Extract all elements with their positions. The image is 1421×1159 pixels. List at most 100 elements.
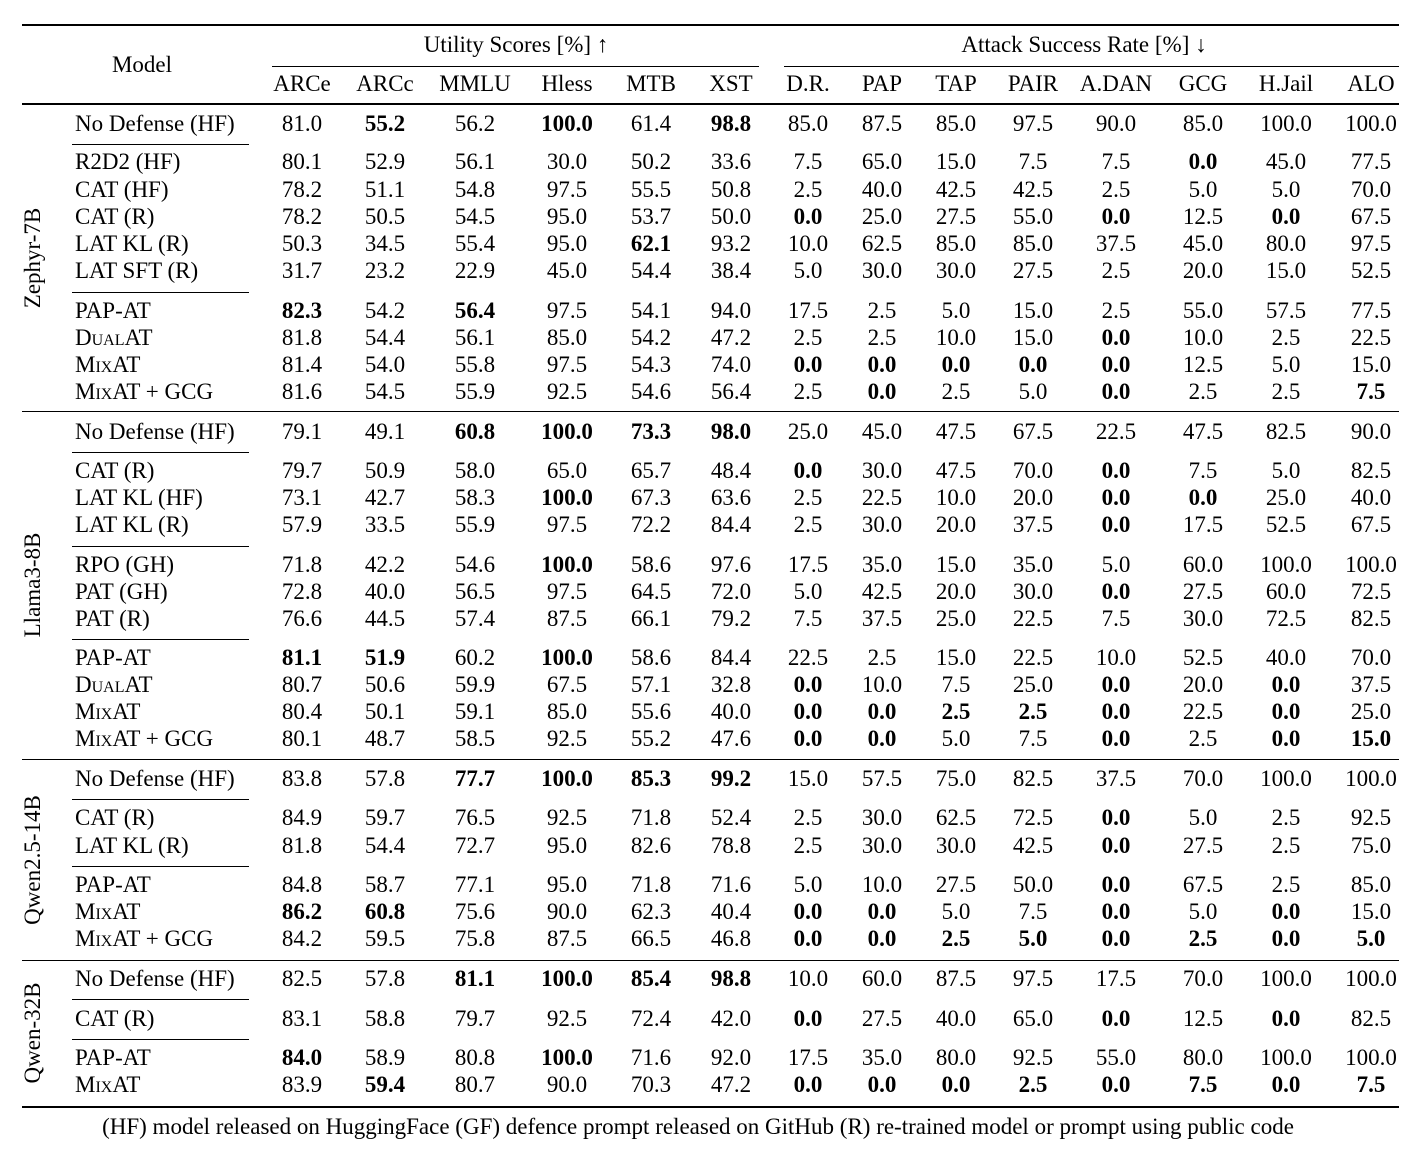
table-cell: 54.4 (364, 833, 406, 858)
table-cell: 7.5 (1356, 1072, 1386, 1097)
table-cell: 5.0 (793, 579, 823, 604)
table-cell: 76.6 (281, 606, 323, 631)
table-cell: 79.7 (454, 1006, 496, 1031)
table-cell: 70.0 (1350, 645, 1392, 670)
table-cell: 15.0 (1350, 899, 1392, 924)
table-cell: 2.5 (867, 325, 897, 350)
table-cell: 5.0 (1101, 552, 1131, 577)
table-cell: 97.5 (546, 512, 588, 537)
table-cell: 83.8 (281, 766, 323, 791)
table-cell: 27.5 (935, 872, 977, 897)
table-cell: 40.0 (364, 579, 406, 604)
model-name: MixAT (75, 352, 141, 377)
table-cell: 59.4 (364, 1072, 406, 1097)
table-cell: 67.5 (1350, 512, 1392, 537)
model-name: MixAT + GCG (75, 379, 214, 404)
table-cell: 67.5 (1182, 872, 1224, 897)
table-cell: 0.0 (793, 352, 823, 377)
table-cell: 73.3 (630, 419, 672, 444)
table-cell: 85.0 (1182, 111, 1224, 136)
table-cell: 71.8 (630, 872, 672, 897)
table-cell: 5.0 (1188, 177, 1218, 202)
table-cell: 0.0 (793, 1072, 823, 1097)
table-cell: 100.0 (541, 1045, 593, 1070)
table-cell: 45.0 (1182, 231, 1224, 256)
table-cell: 100.0 (1260, 111, 1312, 136)
table-cell: 2.5 (1271, 805, 1301, 830)
table-cell: 0.0 (793, 699, 823, 724)
table-cell: 30.0 (861, 512, 903, 537)
table-cell: 54.2 (630, 325, 672, 350)
table-cell: 82.5 (1350, 1006, 1392, 1031)
model-name: DualAT (75, 325, 153, 350)
table-cell: 27.5 (1182, 579, 1224, 604)
table-cell: 2.5 (941, 699, 971, 724)
table-cell: 12.5 (1182, 1006, 1224, 1031)
table-cell: 59.5 (364, 926, 406, 951)
table-cell: 54.8 (454, 177, 496, 202)
table-cell: 35.0 (861, 1045, 903, 1070)
table-cell: 57.8 (364, 766, 406, 791)
table-cell: 47.5 (935, 419, 977, 444)
table-cell: 49.1 (364, 419, 406, 444)
table-cell: 80.8 (454, 1045, 496, 1070)
table-cell: 0.0 (867, 379, 897, 404)
column-header: PAIR (1007, 71, 1059, 96)
table-cell: 7.5 (1188, 1072, 1218, 1097)
table-cell: 40.0 (1265, 645, 1307, 670)
table-cell: 17.5 (787, 552, 829, 577)
table-cell: 5.0 (1271, 177, 1301, 202)
group-label: Zephyr-7B (20, 207, 45, 309)
table-cell: 17.5 (787, 1045, 829, 1070)
table-cell: 57.4 (454, 606, 496, 631)
table-cell: 64.5 (630, 579, 672, 604)
table-cell: 2.5 (1271, 833, 1301, 858)
table-cell: 37.5 (1350, 672, 1392, 697)
table-cell: 99.2 (710, 766, 752, 791)
table-cell: 37.5 (861, 606, 903, 631)
table-cell: 30.0 (935, 258, 977, 283)
table-cell: 55.0 (1182, 298, 1224, 323)
table-cell: 12.5 (1182, 352, 1224, 377)
model-name: CAT (R) (75, 458, 155, 483)
column-header: ARCc (356, 71, 414, 96)
table-cell: 2.5 (1188, 379, 1218, 404)
table-cell: 34.5 (364, 231, 406, 256)
table-cell: 100.0 (1345, 766, 1397, 791)
table-cell: 70.0 (1012, 458, 1054, 483)
table-cell: 2.5 (941, 926, 971, 951)
table-cell: 54.5 (454, 204, 496, 229)
table-cell: 92.5 (546, 379, 588, 404)
table-cell: 100.0 (541, 552, 593, 577)
table-cell: 59.7 (364, 805, 406, 830)
table-cell: 0.0 (793, 204, 823, 229)
table-cell: 60.0 (861, 966, 903, 991)
table-cell: 79.1 (281, 419, 323, 444)
table-cell: 57.1 (630, 672, 672, 697)
table-cell: 20.0 (1182, 672, 1224, 697)
table-cell: 0.0 (1101, 1006, 1131, 1031)
table-cell: 0.0 (793, 1006, 823, 1031)
table-cell: 15.0 (935, 149, 977, 174)
table-cell: 82.5 (1265, 419, 1307, 444)
table-cell: 71.8 (630, 805, 672, 830)
table-cell: 60.2 (454, 645, 496, 670)
table-cell: 58.5 (454, 726, 496, 751)
subgroup-rule (72, 292, 249, 293)
table-cell: 97.5 (546, 352, 588, 377)
table-cell: 81.0 (281, 111, 323, 136)
model-name: MixAT + GCG (75, 926, 214, 951)
table-cell: 79.2 (710, 606, 752, 631)
table-cell: 0.0 (1101, 926, 1131, 951)
table-cell: 60.0 (1265, 579, 1307, 604)
table-cell: 0.0 (867, 899, 897, 924)
table-cell: 97.5 (1012, 966, 1054, 991)
model-name: LAT KL (R) (75, 512, 189, 537)
table-cell: 5.0 (1356, 926, 1386, 951)
table-cell: 0.0 (1271, 899, 1301, 924)
table-cell: 52.5 (1182, 645, 1224, 670)
utility-group-header: Utility Scores [%] ↑ (423, 32, 609, 57)
table-cell: 50.0 (1012, 872, 1054, 897)
table-cell: 30.0 (546, 149, 588, 174)
table-cell: 40.4 (710, 899, 752, 924)
